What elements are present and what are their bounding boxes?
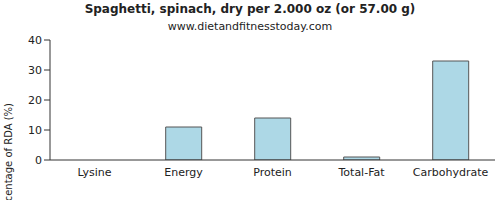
svg-text:Percentage of RDA (%): Percentage of RDA (%) xyxy=(8,103,14,200)
svg-text:10: 10 xyxy=(28,124,42,137)
svg-text:0: 0 xyxy=(35,154,42,167)
svg-text:Energy: Energy xyxy=(164,166,203,179)
svg-text:40: 40 xyxy=(28,34,42,47)
svg-text:Lysine: Lysine xyxy=(77,166,111,179)
svg-text:30: 30 xyxy=(28,64,42,77)
svg-text:Total-Fat: Total-Fat xyxy=(337,166,385,179)
svg-text:Protein: Protein xyxy=(253,166,292,179)
html-text:www.dietandfitnesstoday.com: www.dietandfitnesstoday.com xyxy=(167,20,333,33)
svg-text:20: 20 xyxy=(28,94,42,107)
svg-text:Carbohydrate: Carbohydrate xyxy=(413,166,489,179)
html-text:Spaghetti, spinach, dry per 2.: Spaghetti, spinach, dry per 2.000 oz (or… xyxy=(84,2,416,16)
